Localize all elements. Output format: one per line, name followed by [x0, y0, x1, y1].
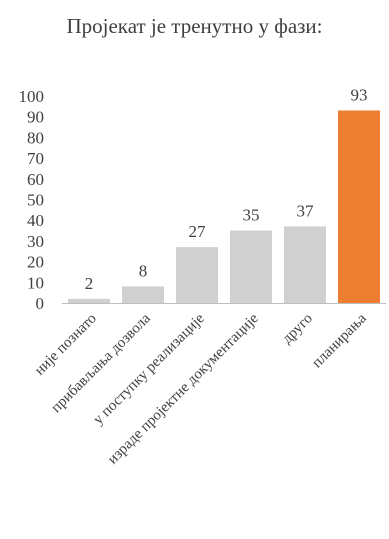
data-label: 37 — [297, 201, 315, 220]
y-tick-label: 80 — [27, 128, 44, 147]
y-tick-label: 0 — [36, 294, 45, 313]
data-label: 93 — [351, 85, 368, 104]
bar — [230, 230, 272, 303]
data-label: 27 — [189, 222, 207, 241]
bar — [68, 298, 110, 303]
y-tick-label: 20 — [27, 253, 44, 272]
y-tick-label: 40 — [27, 211, 44, 230]
y-tick-label: 90 — [27, 108, 44, 127]
bar — [338, 110, 380, 304]
bar — [284, 226, 326, 303]
chart-title: Пројекат је тренутно у фази: — [66, 14, 323, 38]
x-tick-label: планирања — [309, 310, 370, 371]
bars — [68, 110, 380, 304]
bar — [122, 286, 164, 303]
y-tick-label: 50 — [27, 191, 44, 210]
y-tick-label: 60 — [27, 170, 44, 189]
y-tick-label: 100 — [19, 87, 45, 106]
value-labels: 2 8 27 35 37 93 — [85, 85, 368, 292]
x-tick-label: прибављања дозвола — [48, 310, 154, 416]
data-label: 8 — [139, 261, 148, 280]
y-tick-label: 70 — [27, 149, 44, 168]
x-tick-label: друго — [279, 311, 316, 348]
y-tick-label: 10 — [27, 273, 44, 292]
y-tick-label: 30 — [27, 232, 44, 251]
x-tick-label: у поступку реализације — [90, 310, 208, 428]
bar — [176, 247, 218, 303]
data-label: 35 — [243, 206, 260, 225]
data-label: 2 — [85, 274, 94, 293]
